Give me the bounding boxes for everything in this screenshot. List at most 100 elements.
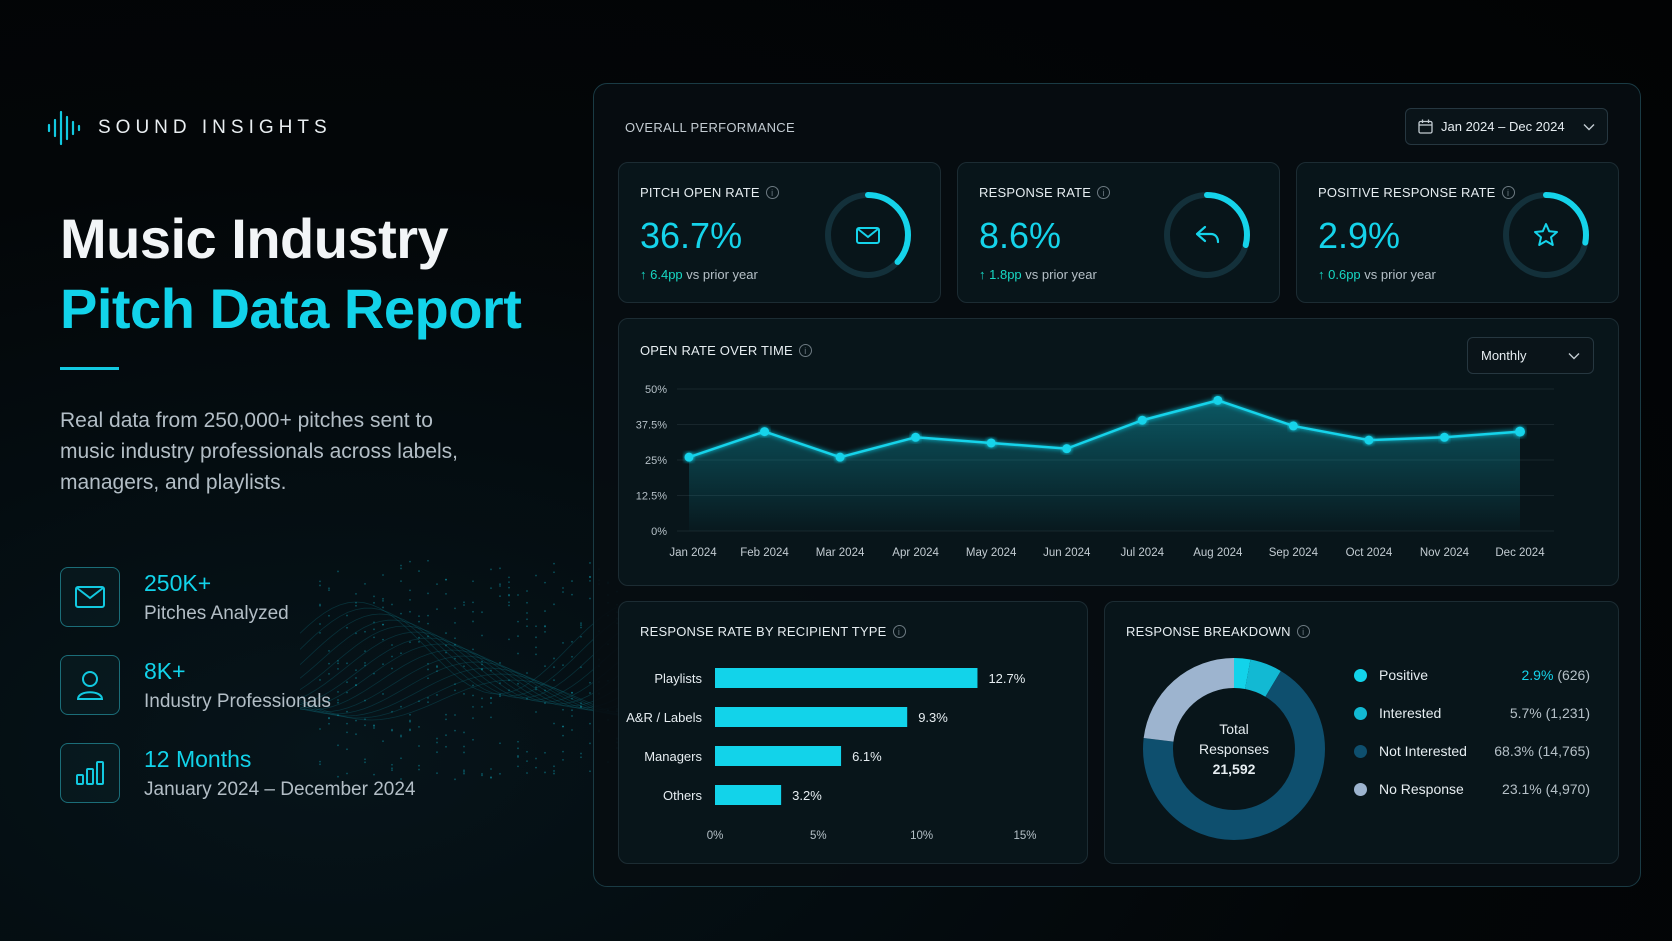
wave-dot <box>454 608 456 610</box>
kpi-title: PITCH OPEN RATE <box>640 185 760 200</box>
y-tick-label: 37.5% <box>636 420 667 432</box>
wave-dot <box>580 622 582 624</box>
wave-dot <box>445 579 447 581</box>
wave-dot <box>364 718 366 720</box>
wave-dot <box>391 604 393 606</box>
wave-dot <box>373 636 375 638</box>
wave-dot <box>382 624 384 626</box>
brand-name: SOUND INSIGHTS <box>98 117 332 139</box>
wave-dot <box>499 773 501 775</box>
wave-dot <box>454 683 456 685</box>
bar <box>715 785 781 805</box>
kpi-delta: ↑ 0.6pp vs prior year <box>1318 267 1436 282</box>
wave-dot <box>337 571 339 573</box>
wave-dot <box>562 591 564 593</box>
wave-dot <box>400 613 402 615</box>
bar-value-label: 9.3% <box>918 710 948 725</box>
wave-dot <box>580 705 582 707</box>
y-tick-label: 12.5% <box>636 491 667 503</box>
legend-dot <box>1354 669 1367 682</box>
wave-dot <box>337 714 339 716</box>
wave-dot <box>346 692 348 694</box>
arrow-up-icon: ↑ <box>979 267 989 282</box>
wave-dot <box>463 752 465 754</box>
wave-dot <box>562 664 564 666</box>
wave-dot <box>373 673 375 675</box>
bar-chart-icon <box>60 743 120 803</box>
wave-dot <box>418 570 420 572</box>
bar-value-label: 3.2% <box>792 788 822 803</box>
wave-dot <box>355 593 357 595</box>
wave-dot <box>553 770 555 772</box>
wave-dot <box>553 603 555 605</box>
wave-dot <box>517 755 519 757</box>
reply-icon <box>1191 219 1223 251</box>
wave-dot <box>463 773 465 775</box>
wave-dot <box>418 769 420 771</box>
data-point <box>836 453 845 462</box>
wave-dot <box>436 670 438 672</box>
wave-dot <box>454 778 456 780</box>
y-tick-label: 50% <box>645 384 667 396</box>
wave-dot <box>481 635 483 637</box>
wave-dot <box>409 729 411 731</box>
wave-dot <box>427 663 429 665</box>
wave-dot <box>454 644 456 646</box>
wave-dot <box>499 695 501 697</box>
wave-dot <box>445 714 447 716</box>
bar <box>715 707 907 727</box>
wave-dot <box>409 611 411 613</box>
wave-dot <box>580 627 582 629</box>
wave-dot <box>373 724 375 726</box>
wave-dot <box>436 751 438 753</box>
wave-dot <box>337 662 339 664</box>
wave-dot <box>517 747 519 749</box>
bar-category-label: Others <box>663 788 703 803</box>
wave-dot <box>526 590 528 592</box>
wave-dot <box>472 717 474 719</box>
brand: SOUND INSIGHTS <box>46 108 332 148</box>
wave-dot <box>346 711 348 713</box>
info-icon[interactable]: i <box>766 186 779 199</box>
wave-dot <box>508 581 510 583</box>
wave-dot <box>409 599 411 601</box>
legend-item-no-response: No Response 23.1% (4,970) <box>1354 781 1590 797</box>
wave-dot <box>409 589 411 591</box>
wave-dot <box>346 723 348 725</box>
wave-dot <box>490 670 492 672</box>
wave-dot <box>562 709 564 711</box>
info-icon[interactable]: i <box>1097 186 1110 199</box>
wave-dot <box>463 769 465 771</box>
date-range-select[interactable]: Jan 2024 – Dec 2024 <box>1405 108 1608 145</box>
wave-dot <box>490 698 492 700</box>
sound-wave-icon <box>46 108 84 148</box>
wave-dot <box>553 563 555 565</box>
data-point <box>1364 436 1373 445</box>
wave-dot <box>517 765 519 767</box>
wave-dot <box>382 740 384 742</box>
wave-dot <box>373 602 375 604</box>
data-point <box>987 438 996 447</box>
wave-dot <box>400 652 402 654</box>
data-point <box>760 427 769 436</box>
wave-dot <box>490 587 492 589</box>
envelope-icon <box>852 219 884 251</box>
wave-dot <box>445 718 447 720</box>
wave-dot <box>355 602 357 604</box>
total-responses-value: 21,592 <box>1159 759 1309 779</box>
wave-dot <box>319 623 321 625</box>
wave-dot <box>508 601 510 603</box>
wave-dot <box>418 621 420 623</box>
wave-dot <box>355 605 357 607</box>
x-tick-label: Mar 2024 <box>816 547 865 559</box>
wave-dot <box>544 702 546 704</box>
wave-dot <box>589 580 591 582</box>
wave-dot <box>463 665 465 667</box>
legend-item-positive: Positive 2.9% (626) <box>1354 667 1590 683</box>
wave-dot <box>490 768 492 770</box>
wave-dot <box>355 684 357 686</box>
wave-dot <box>526 672 528 674</box>
wave-dot <box>364 724 366 726</box>
donut-center-label: Total Responses 21,592 <box>1159 719 1309 779</box>
x-tick-label: Jul 2024 <box>1121 547 1165 559</box>
